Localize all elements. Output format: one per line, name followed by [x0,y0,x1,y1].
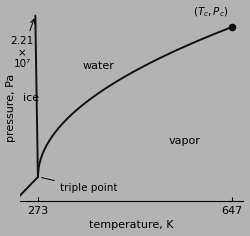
Y-axis label: pressure, Pa: pressure, Pa [6,73,16,142]
Text: water: water [83,61,115,71]
Text: $(T_c, P_c)$: $(T_c, P_c)$ [192,6,228,19]
Text: 2.21
×
10⁷: 2.21 × 10⁷ [10,19,34,69]
Text: vapor: vapor [168,136,200,146]
Text: ice: ice [23,93,39,103]
Text: triple point: triple point [42,178,117,193]
X-axis label: temperature, K: temperature, K [89,220,174,230]
